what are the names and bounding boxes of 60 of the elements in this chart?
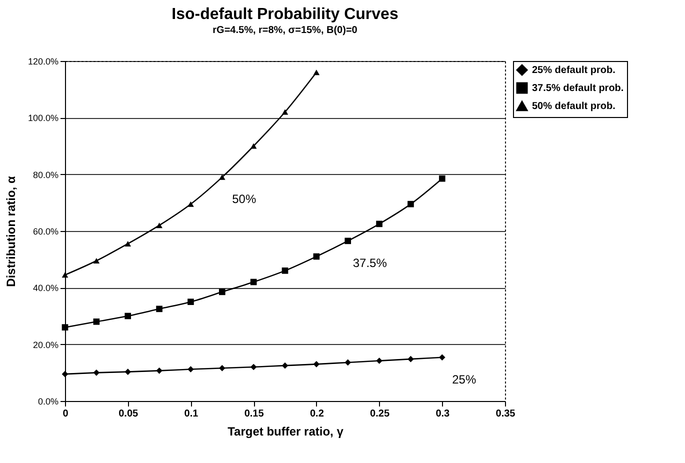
point [344,359,352,366]
chart-title: Iso-default Probability Curves [172,6,398,23]
point [124,368,132,375]
y-tick-label: 0.0% [38,396,58,406]
x-tick-label: 0.25 [370,408,390,420]
point [313,361,320,368]
point [93,370,100,376]
point [313,253,320,260]
point [282,362,288,369]
point [218,288,226,296]
point [188,201,194,207]
legend-label: 37.5% default prob. [532,83,624,94]
point [250,143,257,149]
annotation: 50% [232,192,256,206]
y-tick-label: 120.0% [28,56,58,66]
point [218,364,226,372]
point [408,356,414,362]
annotation: 37.5% [352,256,388,270]
y-axis-title: Distribution ratio, α [4,176,18,287]
y-tick-label: 80.0% [32,170,58,180]
point [344,238,352,244]
point [250,364,257,370]
point [188,366,194,372]
y-tick-label: 40.0% [32,283,58,294]
point [124,312,132,320]
point [188,298,194,305]
x-tick-label: 0 [62,408,69,420]
point [93,318,100,325]
x-tick-label: 0.2 [310,408,324,420]
point [156,368,162,374]
x-tick-label: 0.3 [436,408,450,420]
point [62,370,68,378]
point [313,70,320,76]
legend-label: 50% default prob. [532,101,616,112]
point [62,272,68,278]
y-tick-label: 100.0% [28,113,58,124]
y-tick-label: 20.0% [32,340,58,350]
point [376,220,382,228]
x-axis-title: Target buffer ratio, γ [228,424,344,438]
point [408,200,414,208]
point [124,241,132,246]
point [156,306,162,312]
x-tick-label: 0.1 [184,408,199,420]
point [282,268,288,274]
point [156,222,162,228]
point [250,278,257,286]
point [438,354,446,361]
point [62,324,68,330]
point [93,258,100,264]
x-tick-label: 0.35 [496,408,516,420]
y-tick-label: 60.0% [32,226,58,236]
legend-label: 25% default prob. [532,65,616,76]
x-tick-label: 0.15 [244,408,264,420]
point [282,109,288,115]
chart-subtitle: rG=4.5%, r=8%, σ=15%, B(0)=0 [212,25,358,36]
annotation: 25% [452,372,476,386]
x-tick-label: 0.05 [118,408,139,420]
point [376,358,382,364]
point [218,174,226,180]
point [438,175,446,182]
